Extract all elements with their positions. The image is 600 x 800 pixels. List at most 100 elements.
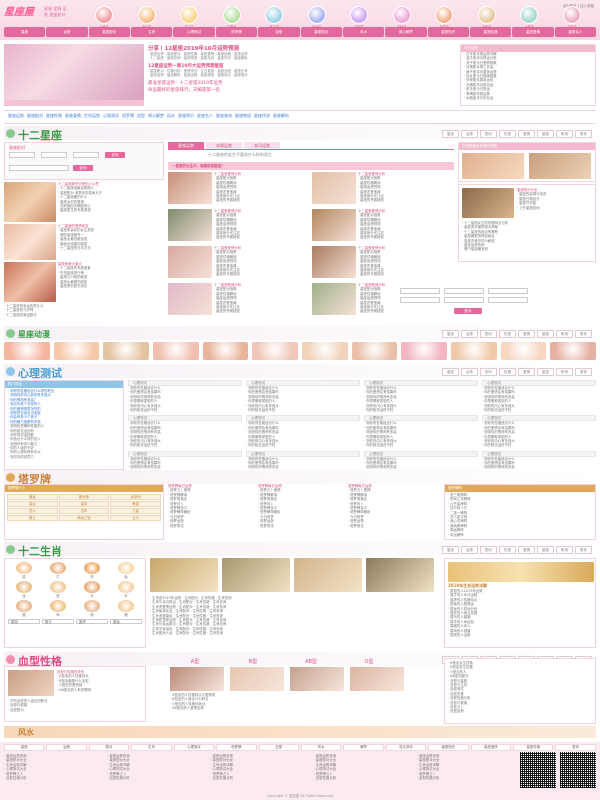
zodiac-icon[interactable]	[95, 6, 113, 24]
section-tab[interactable]: 星座	[442, 330, 459, 338]
center-head-text[interactable]: 一星座的女生中，谁最容易被追？	[172, 164, 225, 168]
footer-link[interactable]: 心理测试	[174, 744, 214, 751]
list-item[interactable]: · 你的桃花运旺不旺	[246, 408, 360, 412]
list-item[interactable]: · 塔罗测试	[348, 524, 436, 528]
logo-text[interactable]: 星座屋	[4, 7, 34, 18]
tag-link[interactable]: 星座爱情	[65, 113, 81, 119]
list-item[interactable]: · 星座男生的专属浪漫	[58, 208, 164, 212]
xinli-subhead[interactable]: 心理测试	[128, 451, 242, 457]
anime-thumb[interactable]	[550, 342, 596, 360]
zodiac-item[interactable]: 天秤座	[343, 6, 375, 28]
left-image-2[interactable]	[4, 224, 56, 260]
zodiac-icon[interactable]	[435, 6, 453, 24]
birthday-button[interactable]: 查询	[73, 165, 93, 171]
center-tab[interactable]: 本月运势	[244, 142, 280, 149]
tag-link[interactable]: 星座性格	[46, 113, 62, 119]
xinli-subhead[interactable]: 心理测试	[246, 415, 360, 421]
section-tab[interactable]: 性格	[499, 130, 516, 138]
footer-item[interactable]: · 血型性格分析	[107, 776, 204, 780]
article-image[interactable]	[168, 283, 212, 315]
nav-item[interactable]: 心理测试	[173, 27, 214, 37]
center-headline[interactable]: 十二星座的女生不喜欢什么样的男生	[168, 152, 454, 158]
list-item[interactable]: · 星座的专属秘密	[214, 272, 310, 276]
blood-image[interactable]	[290, 667, 344, 691]
pair-select[interactable]	[444, 297, 484, 303]
tag-link[interactable]: 星座解析	[273, 113, 289, 119]
animal-label[interactable]: 鼠	[8, 574, 40, 579]
list-item[interactable]: · 哪个星座最有钱	[462, 247, 594, 251]
section-tab[interactable]: 爱情	[518, 368, 535, 376]
tarot-card[interactable]: 魔术师	[59, 494, 110, 500]
zodiac-item[interactable]: 射手座	[428, 6, 460, 28]
animal-select[interactable]: 属虎	[76, 619, 108, 624]
animal-select[interactable]: 属牛	[42, 619, 74, 624]
blood-image[interactable]	[230, 667, 284, 691]
list-item[interactable]: · 属狗的人运势	[448, 633, 594, 637]
animal-select[interactable]: 属鼠	[8, 619, 40, 624]
footer-item[interactable]: · 血型性格分析	[417, 776, 514, 780]
animal-item[interactable]: 虎	[76, 562, 108, 579]
section-tab[interactable]: 运势	[461, 330, 478, 338]
nav-item[interactable]: 生肖	[131, 27, 172, 37]
animal-icon[interactable]	[16, 581, 32, 593]
list-item[interactable]: · 十二星座的幸运数字	[4, 313, 164, 317]
tarot-card[interactable]: 女祭司	[110, 494, 161, 500]
pair-select[interactable]	[488, 288, 528, 294]
section-tab[interactable]: 星座	[537, 130, 554, 138]
footer-link[interactable]: 更多	[555, 744, 595, 751]
section-tab[interactable]: 星座	[537, 368, 554, 376]
zodiac-icon[interactable]	[393, 6, 411, 24]
site-logo[interactable]: 星座屋 星座 爱情 运势 星座配对	[4, 3, 70, 19]
list-item[interactable]: · 血型运势	[448, 709, 592, 713]
animal-item[interactable]: 鸡	[42, 600, 74, 617]
nav-item[interactable]: 运势	[46, 27, 87, 37]
zodiac-item[interactable]: 巨蟹座	[216, 6, 248, 28]
zodiac-item[interactable]: 水瓶座	[513, 6, 545, 28]
list-item[interactable]: · 水瓶座本月学业运	[461, 96, 595, 100]
tarot-card[interactable]: 隐士	[7, 515, 58, 521]
footer-link[interactable]: 星座性格	[513, 744, 553, 751]
list-item[interactable]: · 塔罗测试	[258, 524, 346, 528]
animal-icon[interactable]	[118, 581, 134, 593]
animal-label[interactable]: 龙	[8, 593, 40, 598]
section-tab[interactable]: 配对	[480, 330, 497, 338]
animal-icon[interactable]	[50, 581, 66, 593]
section-tab[interactable]: 爱情	[518, 546, 535, 554]
blood-image[interactable]	[350, 667, 404, 691]
nav-item[interactable]: 星座名人	[555, 27, 596, 37]
animal-item[interactable]: 蛇	[42, 581, 74, 598]
animal-icon[interactable]	[118, 562, 134, 574]
animal-icon[interactable]	[16, 562, 32, 574]
list-item[interactable]: · 塔罗测试	[168, 524, 256, 528]
footer-link[interactable]: 星座爱情	[471, 744, 511, 751]
animal-label[interactable]: 蛇	[42, 593, 74, 598]
list-item[interactable]: · AB型血的人有多聪明	[57, 688, 145, 692]
animal-item[interactable]: 猪	[110, 600, 142, 617]
shengxiao-image[interactable]	[366, 558, 434, 592]
animal-icon[interactable]	[118, 600, 134, 612]
list-item[interactable]: · 你的桃花运旺不旺	[128, 443, 242, 447]
list-item[interactable]: · 年运牌阵	[448, 533, 592, 537]
zodiac-icon[interactable]	[308, 6, 326, 24]
section-tab[interactable]: 运势	[461, 130, 478, 138]
list-item[interactable]: · AB型血的人爱情运势	[170, 706, 440, 710]
tag-link[interactable]: 风水	[167, 113, 175, 119]
animal-icon[interactable]	[84, 581, 100, 593]
animal-select[interactable]: 属兔	[110, 619, 142, 624]
animal-item[interactable]: 羊	[110, 581, 142, 598]
anime-thumb[interactable]	[451, 342, 497, 360]
zodiac-icon[interactable]	[520, 6, 538, 24]
article-image[interactable]	[168, 246, 212, 278]
blood-image[interactable]	[170, 667, 224, 691]
tarot-card[interactable]: 皇后	[7, 501, 58, 507]
xinli-subhead[interactable]: 心理测试	[482, 380, 596, 386]
input-birthday[interactable]	[9, 165, 69, 171]
search-button[interactable]: 查询	[105, 152, 125, 158]
list-item[interactable]: · 你的桃花运旺不旺	[128, 408, 242, 412]
xinli-subhead[interactable]: 心理测试	[482, 415, 596, 421]
zodiac-item[interactable]: 金牛座	[131, 6, 163, 28]
xinli-subhead[interactable]: 心理测试	[246, 451, 360, 457]
footer-link[interactable]: 运势	[46, 744, 86, 751]
section-tab[interactable]: 职场	[556, 546, 573, 554]
tarot-card[interactable]: 皇帝	[59, 501, 110, 507]
